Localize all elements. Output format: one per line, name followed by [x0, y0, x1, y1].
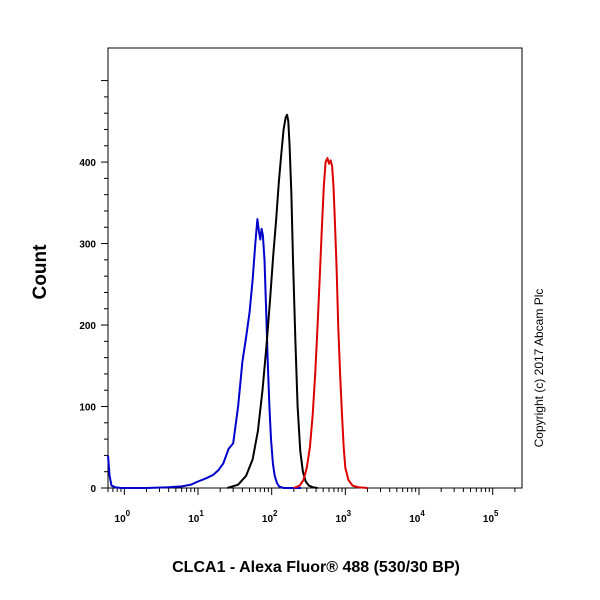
histogram-line-1 — [107, 218, 301, 489]
x-tick-label: 101 — [188, 509, 204, 525]
y-tick-label: 100 — [79, 403, 96, 414]
x-tick-label: 102 — [262, 509, 278, 525]
x-tick-base: 10 — [483, 514, 495, 525]
y-tick-label: 400 — [79, 158, 96, 169]
copyright-annotation: Copyright (c) 2017 Abcam Plc — [532, 289, 546, 448]
y-axis-ticks: 0 100 200 300 400 — [79, 80, 108, 495]
x-tick-exponent: 1 — [199, 509, 204, 518]
histogram-line-2 — [227, 113, 318, 489]
y-tick-label: 0 — [90, 484, 96, 495]
x-axis-title: CLCA1 - Alexa Fluor® 488 (530/30 BP) — [172, 559, 460, 576]
x-tick-exponent: 2 — [273, 509, 278, 518]
histogram-series — [107, 113, 368, 489]
y-tick-label: 300 — [79, 240, 96, 251]
x-tick-label: 104 — [409, 509, 425, 525]
x-tick-exponent: 4 — [420, 509, 425, 518]
histogram-line-3 — [293, 157, 368, 489]
x-tick-base: 10 — [336, 514, 348, 525]
x-tick-label: 105 — [483, 509, 499, 525]
plot-area-frame — [107, 47, 523, 489]
x-tick-base: 10 — [115, 514, 127, 525]
x-tick-label: 103 — [336, 509, 352, 525]
x-tick-label: 100 — [115, 509, 131, 525]
x-tick-exponent: 0 — [126, 509, 131, 518]
x-tick-base: 10 — [262, 514, 274, 525]
x-tick-base: 10 — [409, 514, 421, 525]
y-tick-label: 200 — [79, 321, 96, 332]
x-tick-exponent: 3 — [347, 509, 352, 518]
x-tick-base: 10 — [188, 514, 200, 525]
x-tick-exponent: 5 — [494, 509, 499, 518]
y-axis-title: Count — [30, 244, 51, 300]
